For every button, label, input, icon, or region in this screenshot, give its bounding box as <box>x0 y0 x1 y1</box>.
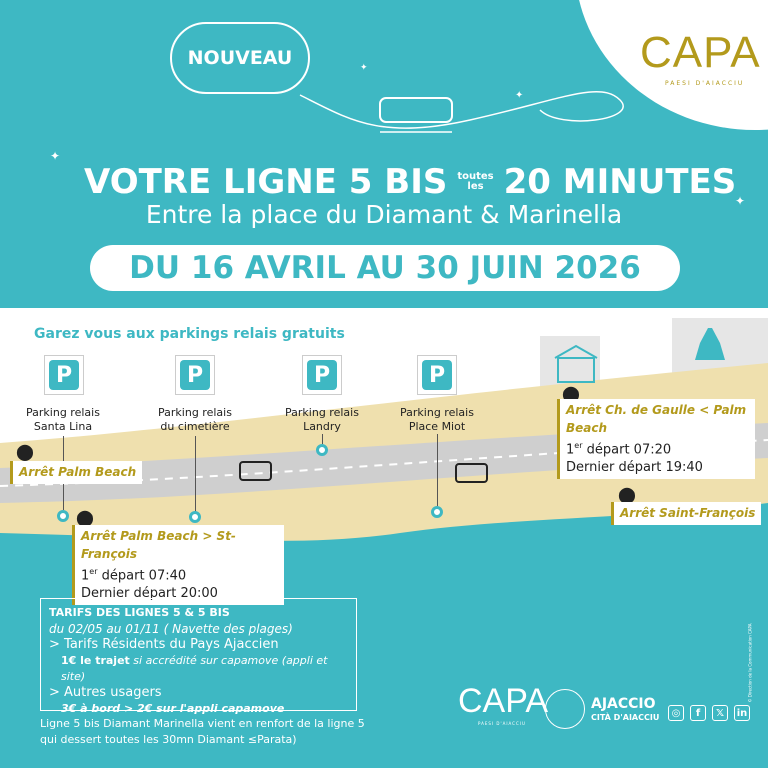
parking-marker <box>189 511 201 523</box>
bus-icon <box>239 461 488 483</box>
others-title: > Autres usagers <box>49 685 162 700</box>
pin-icon: ⬤ <box>618 485 636 504</box>
parking-label: Parking relais Place Miot <box>382 406 492 434</box>
header-section: ✦ ✦ ✦ ✦ CAPA PAESI D'AIACCIU NOUVEAU VOTRE… <box>0 0 768 308</box>
svg-text:✦: ✦ <box>515 90 523 101</box>
residents-condition: si accrédité sur capamove (appli et site… <box>61 654 328 683</box>
parking-icon: P <box>44 355 84 395</box>
city-sub: CITÀ D'AIACCIU <box>591 713 660 722</box>
copyright: © Direction de la Communication CAPA <box>747 623 753 703</box>
last-departure: Dernier départ 20:00 <box>81 586 218 602</box>
parking-icon: P <box>417 355 457 395</box>
frequency-small: toutes les <box>457 172 493 192</box>
linkedin-icon[interactable]: in <box>734 705 750 721</box>
note-line: qui dessert toutes les 30mn Diamant ≤Par… <box>40 733 297 746</box>
t: départ 07:40 <box>97 568 187 584</box>
toutes: toutes <box>457 171 494 182</box>
n: 1 <box>81 568 90 584</box>
n: 1 <box>566 442 575 458</box>
stop-name: Arrêt Palm Beach <box>19 465 137 479</box>
l1: Parking relais <box>158 406 232 419</box>
capa-footer-logo: CAPA <box>458 682 549 720</box>
subtitle: Entre la place du Diamant & Marinella <box>145 200 623 229</box>
l2: du cimetière <box>160 420 230 433</box>
parking-marker <box>431 506 443 518</box>
tariffs-box: TARIFS DES LIGNES 5 & 5 BIS du 02/05 au … <box>40 598 357 715</box>
pin-icon: ⬤ <box>562 384 580 403</box>
stop-name: Arrêt Ch. de Gaulle < Palm Beach <box>566 403 747 435</box>
svg-text:✦: ✦ <box>50 149 60 163</box>
last-departure: Dernier départ 19:40 <box>566 460 703 476</box>
t: départ 07:20 <box>582 442 672 458</box>
parking-label: Parking relais Santa Lina <box>8 406 118 434</box>
town-hall-icon <box>554 344 598 383</box>
note-line: Ligne 5 bis Diamant Marinella vient en r… <box>40 717 365 730</box>
parking-marker <box>316 444 328 456</box>
connector <box>195 436 196 512</box>
date-banner: DU 16 AVRIL AU 30 JUIN 2026 <box>90 245 680 291</box>
stop-saint-francois: Arrêt Saint-François <box>611 502 762 525</box>
x-icon[interactable]: 𝕏 <box>712 705 728 721</box>
parking-icon: P <box>175 355 215 395</box>
l1: Parking relais <box>400 406 474 419</box>
frequency: 20 MINUTES <box>503 162 737 202</box>
connector <box>322 434 323 444</box>
l1: Parking relais <box>285 406 359 419</box>
stop-name: Arrêt Saint-François <box>620 506 756 520</box>
parking-label: Parking relais du cimetière <box>140 406 250 434</box>
parking-marker <box>57 510 69 522</box>
monument-icon <box>695 328 725 360</box>
facebook-icon[interactable]: f <box>690 705 706 721</box>
les: les <box>467 181 484 192</box>
l2: Santa Lina <box>33 420 93 433</box>
nouveau-badge: NOUVEAU <box>170 22 310 94</box>
capa-footer-sub: PAESI D'AIACCIU <box>478 721 526 726</box>
pin-icon: ⬤ <box>16 442 34 461</box>
main-title: VOTRE LIGNE 5 BIS toutes les 20 MINUTES <box>84 162 736 202</box>
connector <box>437 434 438 506</box>
others-price: 3€ à bord > 2€ sur l'appli capamove <box>61 702 285 715</box>
sup: er <box>574 441 583 450</box>
parking-icon: P <box>302 355 342 395</box>
city-name: AJACCIO <box>591 696 656 712</box>
stop-name: Arrêt Palm Beach > St-François <box>81 529 236 561</box>
note: Ligne 5 bis Diamant Marinella vient en r… <box>40 716 365 748</box>
decorative-line-icon: ✦ ✦ ✦ ✦ <box>50 63 745 208</box>
parking-title: Garez vous aux parkings relais gratuits <box>34 326 345 342</box>
l2: Place Miot <box>408 420 466 433</box>
title-line: VOTRE LIGNE 5 BIS <box>84 162 448 202</box>
stop-palm-beach-st-francois: Arrêt Palm Beach > St-François 1er dépar… <box>72 525 284 606</box>
first-departure: 1er départ 07:40 <box>81 563 278 585</box>
parking-label: Parking relais Landry <box>267 406 377 434</box>
svg-text:✦: ✦ <box>360 63 368 73</box>
capa-logo-subtitle: PAESI D'AIACCIU <box>665 80 745 87</box>
tariffs-title: TARIFS DES LIGNES 5 & 5 BIS <box>49 606 230 619</box>
first-departure: 1er départ 07:20 <box>566 437 749 459</box>
stop-palm-beach: Arrêt Palm Beach <box>10 461 143 484</box>
l2: Landry <box>303 420 341 433</box>
l1: Parking relais <box>26 406 100 419</box>
social-links: ◎ f 𝕏 in <box>668 705 750 721</box>
svg-text:✦: ✦ <box>735 194 745 208</box>
stop-ch-de-gaulle: Arrêt Ch. de Gaulle < Palm Beach 1er dép… <box>557 399 755 480</box>
sup: er <box>89 567 98 576</box>
residents-price: 1€ le trajet <box>61 654 130 667</box>
capa-logo: CAPA <box>640 28 761 77</box>
ajaccio-emblem-icon <box>545 689 585 729</box>
pin-icon: ⬤ <box>76 508 94 527</box>
instagram-icon[interactable]: ◎ <box>668 705 684 721</box>
residents-title: > Tarifs Résidents du Pays Ajaccien <box>49 637 279 652</box>
tariffs-period: du 02/05 au 01/11 ( Navette des plages) <box>49 622 293 636</box>
